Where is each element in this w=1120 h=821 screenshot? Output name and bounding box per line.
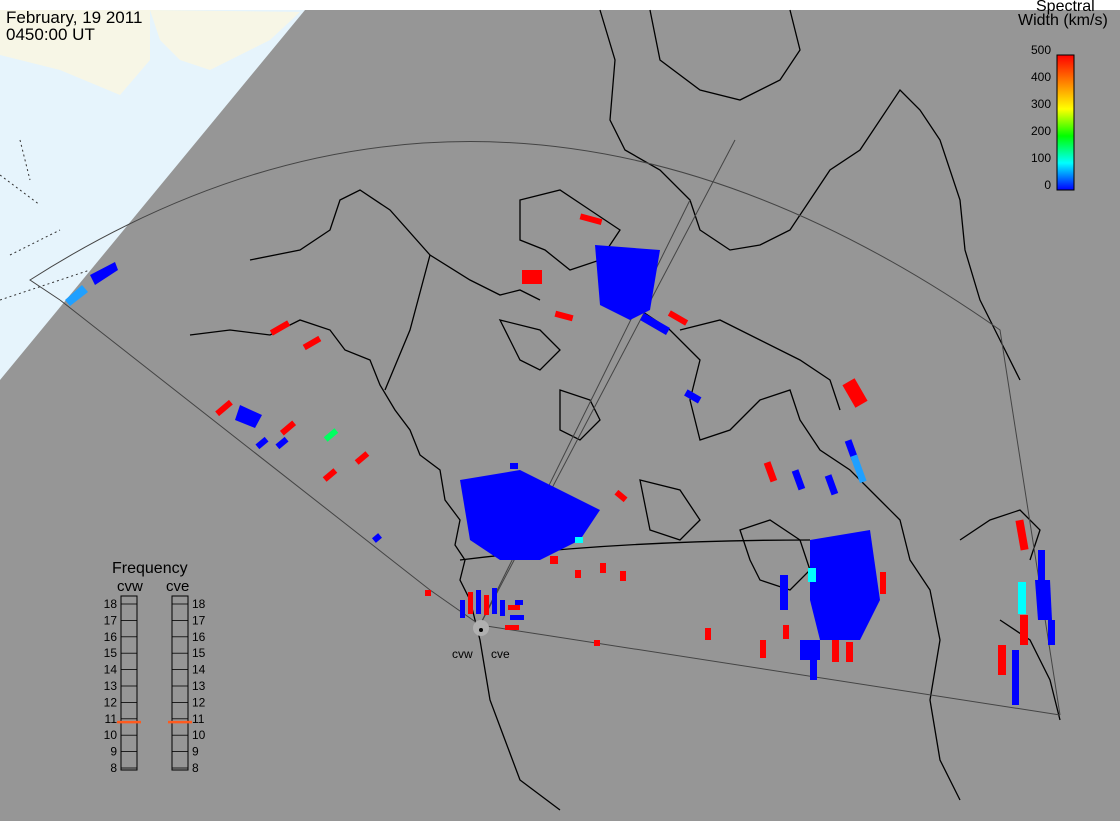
echo-cyan-3 [575,537,583,543]
dayside-land-2 [150,10,300,70]
frequency-tick-label: 12 [104,695,118,709]
frequency-tick-label: 16 [104,630,118,644]
frequency-tick-label: 9 [192,745,199,759]
frequency-tick-label: 13 [104,679,118,693]
low-width-cells [255,313,1055,705]
frequency-tick-label: 17 [192,613,206,627]
colorbar-tick-label: 0 [1044,178,1051,192]
colorbar-title-line2: Width (km/s) [1018,12,1108,29]
spectral-width-colorbar [1056,54,1075,191]
frequency-tick-label: 18 [192,597,206,611]
frequency-tick-label: 8 [110,761,117,775]
echo-alaska [235,405,262,428]
frequency-radar-cve: cve [166,578,190,595]
frequency-tick-label: 10 [104,728,118,742]
colorbar-tick-label: 500 [1030,43,1051,57]
echo-cluster-west-canada [460,470,600,560]
frequency-tick-label: 17 [104,613,118,627]
frequency-tick-label: 15 [192,646,206,660]
near-range-fan [460,588,524,630]
frequency-tick-label: 13 [192,679,206,693]
echo-cyan [1018,582,1026,614]
time-label: 0450:00 UT [6,25,95,44]
backscatter-cells [65,213,1055,705]
echo-far-west [90,262,118,285]
grid-lines [0,139,91,301]
colorbar-tick-label: 100 [1030,151,1051,165]
echo-green [323,428,339,442]
radar-site-dot [479,628,483,632]
frequency-radar-cvw: cvw [117,578,143,595]
frequency-tick-label: 15 [104,646,118,660]
frequency-title: Frequency [112,560,188,577]
dayside-land [0,10,150,95]
frequency-tick-label: 11 [105,712,118,726]
frequency-tick-label: 14 [104,663,118,677]
frequency-tick-label: 8 [192,761,199,775]
echo-far-west-light [65,285,88,306]
station-label-cvw: cvw [452,647,473,661]
frequency-tick-label: 9 [110,745,117,759]
terminator-region [0,10,305,380]
station-label-cve: cve [491,647,510,661]
high-width-cells [215,213,1029,675]
echo-cluster-hudson [595,245,660,320]
colorbar-tick-label: 300 [1030,97,1051,111]
top-margin [0,0,1120,10]
frequency-gauge-cve [171,595,189,771]
frequency-tick-label: 14 [192,663,206,677]
colorbar-tick-label: 200 [1030,124,1051,138]
echo-light-blue [850,454,867,484]
echo-east-coast [1035,580,1052,620]
date-label: February, 19 2011 [6,8,143,27]
echo-cluster-great-lakes [810,530,880,640]
frequency-tick-label: 12 [192,695,206,709]
frequency-tick-label: 16 [192,630,206,644]
echo-cyan-2 [808,568,816,582]
colorbar-tick-label: 400 [1030,70,1051,84]
frequency-tick-label: 18 [104,597,118,611]
frequency-gauge-cvw [120,595,138,771]
colorbar-title-line1: Spectral [1036,0,1095,15]
frequency-tick-label: 10 [192,728,206,742]
frequency-tick-label: 11 [192,712,205,726]
